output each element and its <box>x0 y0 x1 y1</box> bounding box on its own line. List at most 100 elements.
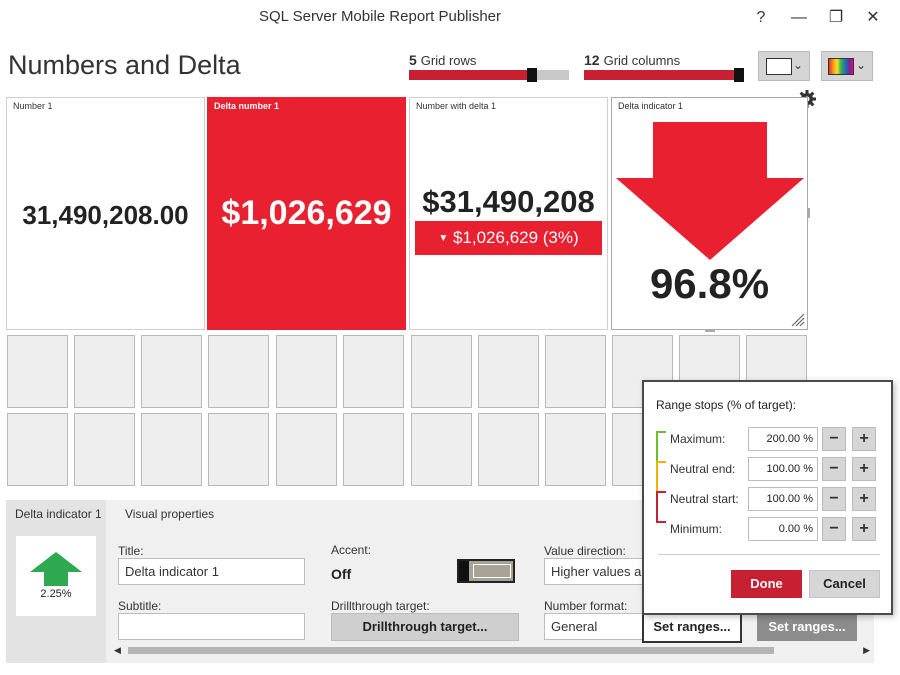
empty-grid-cell[interactable] <box>545 335 606 408</box>
chevron-down-icon: ⌄ <box>855 58 866 72</box>
range-color-bracket <box>656 431 666 523</box>
minimize-button[interactable]: — <box>791 9 807 26</box>
tile-value: $1,026,629 <box>221 194 392 232</box>
cancel-button[interactable]: Cancel <box>809 570 880 598</box>
divider <box>658 554 880 555</box>
empty-grid-cell[interactable] <box>276 413 337 486</box>
resize-handle-icon[interactable] <box>789 311 805 327</box>
tile-label: Number with delta 1 <box>416 101 497 111</box>
empty-grid-cell[interactable] <box>7 413 68 486</box>
accent-label: Accent: <box>331 543 372 557</box>
report-title[interactable]: Numbers and Delta <box>8 50 241 80</box>
increment-button[interactable]: + <box>852 457 876 481</box>
empty-grid-cell[interactable] <box>478 413 539 486</box>
grid-rows-fill <box>409 70 537 80</box>
done-button[interactable]: Done <box>731 570 802 598</box>
accent-value: Off <box>331 566 352 582</box>
range-stop-label: Minimum: <box>670 522 723 536</box>
preview-tile[interactable]: 2.25% <box>16 536 96 616</box>
tile-delta-indicator-1[interactable]: Delta indicator 1 96.8% <box>611 97 810 332</box>
tile-label: Number 1 <box>13 101 53 111</box>
scroll-right-icon[interactable]: ▶ <box>863 645 870 655</box>
grid-columns-label: Grid columns <box>603 53 681 68</box>
range-stop-label: Neutral end: <box>670 462 736 476</box>
grid-rows-slider[interactable] <box>409 68 569 82</box>
palette-dropdown[interactable]: ⌄ <box>821 51 873 81</box>
arrow-up-icon <box>30 552 82 586</box>
help-button[interactable]: ? <box>756 9 766 26</box>
app-title: SQL Server Mobile Report Publisher <box>258 8 502 25</box>
number-format-select[interactable]: General <box>544 613 644 640</box>
empty-grid-cell[interactable] <box>7 335 68 408</box>
delta-value: $1,026,629 (3%) <box>452 228 579 247</box>
resize-handle-right[interactable] <box>807 208 810 218</box>
empty-grid-cell[interactable] <box>141 335 202 408</box>
decrement-button[interactable]: − <box>822 517 846 541</box>
grid-columns-slider[interactable] <box>584 68 744 82</box>
panel-sidebar: Delta indicator 1 2.25% <box>6 500 106 663</box>
color-palette-icon <box>828 58 854 75</box>
grid-rows-control[interactable]: 5 Grid rows <box>409 52 569 82</box>
increment-button[interactable]: + <box>852 517 876 541</box>
grid-columns-handle[interactable] <box>734 68 744 82</box>
decrement-button[interactable]: − <box>822 487 846 511</box>
tile-value: $31,490,208 <box>422 184 595 219</box>
tile-label: Delta number 1 <box>214 101 280 111</box>
value-direction-label: Value direction: <box>544 544 626 558</box>
range-stop-input[interactable]: 200.00 % <box>748 427 818 451</box>
restore-button[interactable]: ❐ <box>828 9 844 26</box>
drillthrough-button[interactable]: Drillthrough target... <box>331 613 519 641</box>
tile-label: Delta indicator 1 <box>618 101 684 111</box>
increment-button[interactable]: + <box>852 427 876 451</box>
subtitle-input[interactable] <box>118 613 305 640</box>
arrow-down-icon <box>616 122 804 260</box>
set-ranges-button-secondary[interactable]: Set ranges... <box>757 613 857 641</box>
increment-button[interactable]: + <box>852 487 876 511</box>
chevron-down-icon: ⌄ <box>792 58 803 72</box>
horizontal-scrollbar[interactable]: ◀ ▶ <box>112 644 870 656</box>
tile-value: 31,490,208.00 <box>22 200 189 230</box>
empty-grid-cell[interactable] <box>208 335 269 408</box>
range-stop-input[interactable]: 0.00 % <box>748 517 818 541</box>
empty-grid-cell[interactable] <box>411 413 472 486</box>
title-label: Title: <box>118 544 144 558</box>
empty-grid-cell[interactable] <box>343 413 404 486</box>
empty-grid-cell[interactable] <box>276 335 337 408</box>
grid-rows-value: 5 <box>409 52 417 68</box>
empty-grid-cell[interactable] <box>478 335 539 408</box>
drillthrough-label: Drillthrough target: <box>331 599 430 613</box>
title-bar: SQL Server Mobile Report Publisher ? — ❐… <box>0 0 900 36</box>
grid-columns-control[interactable]: 12 Grid columns <box>584 52 744 82</box>
empty-grid-cell[interactable] <box>545 413 606 486</box>
tile-number-1[interactable]: Number 1 31,490,208.00 <box>6 97 205 330</box>
accent-toggle[interactable] <box>457 559 515 583</box>
resize-handle-bottom[interactable] <box>705 329 715 332</box>
grid-rows-label: Grid rows <box>420 53 477 68</box>
scroll-left-icon[interactable]: ◀ <box>114 645 121 655</box>
range-stop-input[interactable]: 100.00 % <box>748 487 818 511</box>
empty-grid-cell[interactable] <box>208 413 269 486</box>
tab-visual-properties[interactable]: Visual properties <box>125 507 215 521</box>
arrow-down-icon: ▼ <box>438 233 449 244</box>
empty-grid-cell[interactable] <box>74 335 135 408</box>
layout-icon <box>766 58 792 75</box>
tile-number-with-delta-1[interactable]: Number with delta 1 $31,490,208 ▼ $1,026… <box>409 97 608 330</box>
tile-delta-number-1[interactable]: Delta number 1 $1,026,629 <box>207 97 406 330</box>
range-stop-input[interactable]: 100.00 % <box>748 457 818 481</box>
subtitle-label: Subtitle: <box>118 599 162 613</box>
value-direction-select[interactable]: Higher values are <box>544 558 644 585</box>
empty-grid-cell[interactable] <box>74 413 135 486</box>
layout-dropdown[interactable]: ⌄ <box>758 51 810 81</box>
grid-rows-handle[interactable] <box>527 68 537 82</box>
number-format-label: Number format: <box>544 599 628 613</box>
empty-grid-cell[interactable] <box>343 335 404 408</box>
close-button[interactable]: ✕ <box>866 9 880 26</box>
empty-grid-cell[interactable] <box>141 413 202 486</box>
tile-value: 96.8% <box>649 260 770 307</box>
title-input[interactable]: Delta indicator 1 <box>118 558 305 585</box>
decrement-button[interactable]: − <box>822 427 846 451</box>
empty-grid-cell[interactable] <box>411 335 472 408</box>
decrement-button[interactable]: − <box>822 457 846 481</box>
scrollbar-thumb[interactable] <box>128 647 774 654</box>
dialog-heading: Range stops (% of target): <box>656 398 797 412</box>
